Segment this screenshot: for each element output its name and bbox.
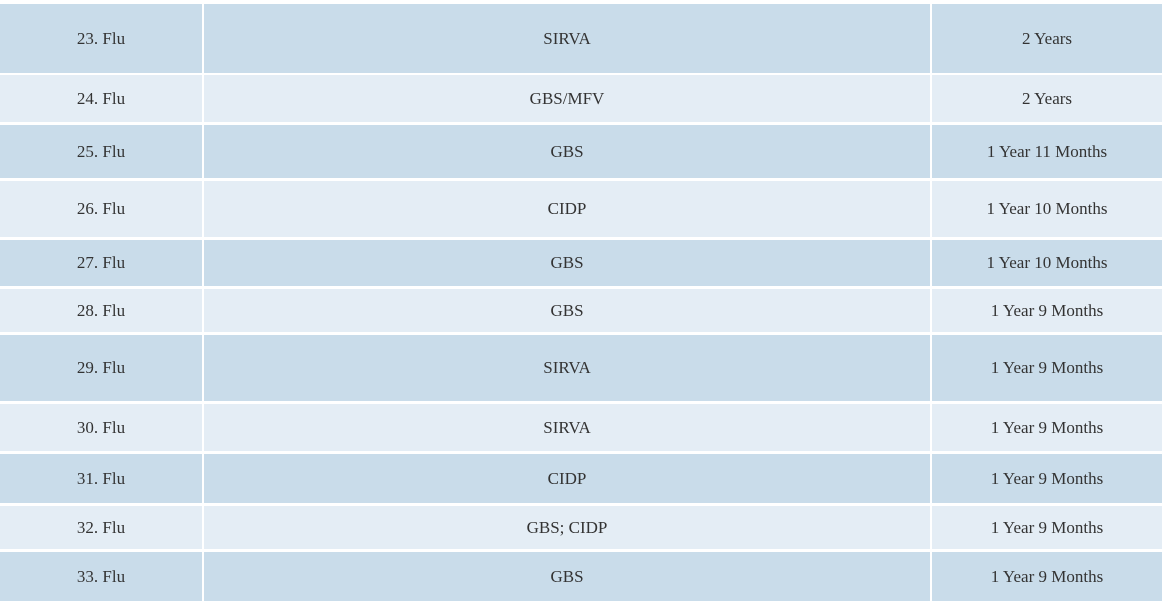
vaccine-cell: 24. Flu — [0, 75, 202, 122]
injury-cell: SIRVA — [204, 404, 930, 451]
injury-cell: SIRVA — [204, 4, 930, 73]
vaccine-cell: 23. Flu — [0, 4, 202, 73]
duration-cell: 1 Year 9 Months — [932, 506, 1162, 549]
injury-cell: GBS; CIDP — [204, 506, 930, 549]
vaccine-cell: 26. Flu — [0, 181, 202, 237]
injury-cell: GBS — [204, 125, 930, 178]
duration-cell: 2 Years — [932, 75, 1162, 122]
vaccine-cell: 29. Flu — [0, 335, 202, 401]
injury-cell: SIRVA — [204, 335, 930, 401]
duration-cell: 2 Years — [932, 4, 1162, 73]
vaccine-cell: 27. Flu — [0, 240, 202, 286]
duration-cell: 1 Year 10 Months — [932, 240, 1162, 286]
injury-cell: GBS — [204, 240, 930, 286]
vaccine-cell: 25. Flu — [0, 125, 202, 178]
vaccine-cell: 33. Flu — [0, 552, 202, 601]
duration-cell: 1 Year 10 Months — [932, 181, 1162, 237]
duration-cell: 1 Year 9 Months — [932, 289, 1162, 332]
vaccine-cell: 32. Flu — [0, 506, 202, 549]
injury-cell: GBS/MFV — [204, 75, 930, 122]
injury-cell: CIDP — [204, 454, 930, 503]
injury-cell: GBS — [204, 289, 930, 332]
vaccine-cell: 30. Flu — [0, 404, 202, 451]
duration-cell: 1 Year 11 Months — [932, 125, 1162, 178]
vaccine-cell: 31. Flu — [0, 454, 202, 503]
injury-cell: CIDP — [204, 181, 930, 237]
injury-cell: GBS — [204, 552, 930, 601]
vaccine-cell: 28. Flu — [0, 289, 202, 332]
duration-cell: 1 Year 9 Months — [932, 552, 1162, 601]
duration-cell: 1 Year 9 Months — [932, 335, 1162, 401]
duration-cell: 1 Year 9 Months — [932, 404, 1162, 451]
duration-cell: 1 Year 9 Months — [932, 454, 1162, 503]
